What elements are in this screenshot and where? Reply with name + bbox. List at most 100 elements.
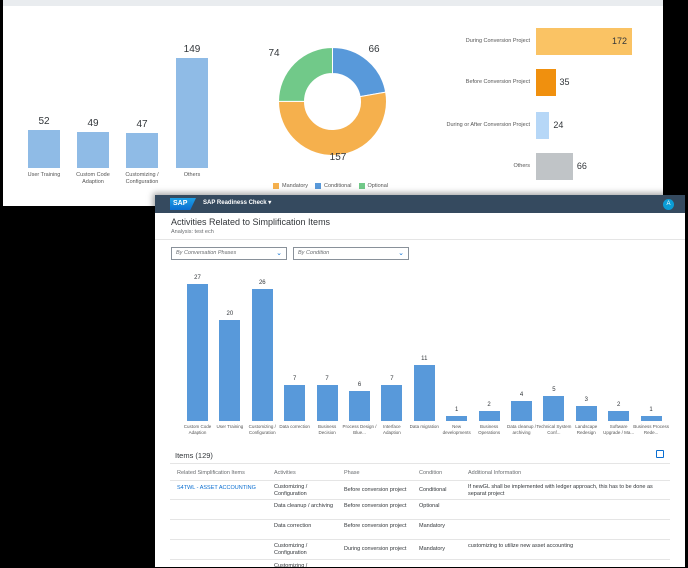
hbar	[536, 28, 632, 55]
table-divider	[170, 480, 670, 481]
table-cell-phase: Before conversion project	[344, 487, 407, 493]
hbar-value-label: 66	[576, 160, 587, 171]
table-cell-condition: Optional	[419, 503, 440, 509]
hbar-category-label: Before Conversion Project	[465, 78, 530, 85]
chart-bar[interactable]	[575, 405, 597, 421]
hbar-category-label: During or After Conversion Project	[446, 121, 530, 128]
page-subtitle: Analysis: test ech	[171, 229, 214, 235]
chart-value-label: 6	[357, 381, 362, 388]
chart-value-label: 27	[194, 275, 201, 281]
chart-category-label: Landscape Redesign	[575, 424, 598, 435]
bar-value-label: 52	[38, 115, 50, 127]
chart-bar[interactable]	[543, 395, 565, 421]
chart-category-label: Technical System Conf...	[536, 424, 572, 435]
hbar	[536, 69, 556, 96]
hbar	[536, 153, 573, 180]
table-cell-condition: Conditional	[419, 487, 447, 493]
table-cell-activity: Customizing /	[274, 563, 308, 567]
header-divider	[155, 239, 685, 240]
chart-bar[interactable]	[478, 410, 500, 421]
legend-swatch-optional	[358, 183, 365, 189]
chart-value-label: 5	[552, 386, 556, 393]
background-dashboard-panel: 74 66 157 Mandatory Conditional Optional…	[3, 0, 663, 206]
chart-category-label: Custom Code Adaption	[183, 424, 212, 435]
col-header-info[interactable]: Additional Information	[468, 470, 522, 476]
chart-value-label: 7	[293, 376, 297, 383]
bar-value-label: 47	[136, 119, 148, 131]
condition-filter-select[interactable]: By Condition ⌄	[293, 247, 409, 260]
hbar-category-label: Others	[513, 162, 530, 169]
panel-header-strip	[3, 0, 663, 6]
bar	[28, 129, 60, 168]
activities-window: SAP SAP Readiness Check ▾ A Activities R…	[155, 195, 685, 567]
table-divider	[170, 499, 670, 500]
col-header-item[interactable]: Related Simplification Items	[177, 470, 245, 476]
donut-label-optional: 74	[268, 48, 280, 59]
chart-category-label: Customizing / Configuration	[248, 424, 276, 435]
chart-category-label: Business Decision	[317, 424, 337, 435]
chart-bar[interactable]	[284, 385, 306, 421]
chart-category-label: Process Design / Blue...	[342, 424, 377, 435]
chart-category-label: Data correction	[279, 424, 310, 429]
phase-filter-value: By Conversation Phases	[176, 250, 237, 256]
legend-mandatory: Mandatory	[282, 183, 308, 189]
condition-filter-value: By Condition	[298, 250, 330, 256]
col-header-phase[interactable]: Phase	[344, 470, 360, 476]
donut-label-mandatory: 157	[329, 152, 347, 163]
bar-category-label: Customizing / Configuration	[125, 172, 159, 185]
donut-slice-mandatory	[277, 91, 387, 156]
shell-bar	[155, 195, 685, 213]
col-header-condition[interactable]: Condition	[419, 470, 443, 476]
bar	[77, 131, 109, 168]
chart-value-label: 3	[584, 396, 588, 403]
chevron-down-icon: ⌄	[398, 250, 404, 257]
bar-category-label: Custom Code Adaption	[76, 172, 110, 185]
chart-bar[interactable]	[251, 289, 273, 421]
chart-value-label: 7	[325, 376, 329, 383]
chart-value-label: 11	[421, 356, 428, 363]
hbar	[536, 112, 550, 139]
legend-swatch-mandatory	[273, 183, 279, 189]
app-title-menu[interactable]: SAP Readiness Check ▾	[203, 200, 272, 206]
chevron-down-icon: ⌄	[276, 250, 282, 257]
table-cell-activity: Data correction	[274, 523, 312, 529]
export-icon[interactable]	[656, 450, 664, 458]
chart-value-label: 2	[617, 401, 621, 408]
table-divider	[170, 519, 670, 520]
donut-label-conditional: 66	[368, 44, 380, 55]
donut-legend: Mandatory Conditional Optional	[273, 183, 388, 189]
chart-category-label: User Training	[216, 424, 244, 429]
bar-value-label: 49	[87, 117, 99, 129]
chart-bar[interactable]	[349, 390, 370, 421]
table-cell-phase: Before conversion project	[344, 523, 407, 529]
hbar-value-label: 172	[612, 35, 628, 46]
chart-category-label: Business Process Rede...	[633, 424, 669, 435]
chart-bar[interactable]	[446, 415, 468, 421]
col-header-activities[interactable]: Activities	[274, 470, 296, 476]
chart-bar[interactable]	[187, 284, 208, 421]
chart-bar[interactable]	[219, 319, 241, 421]
chart-bar[interactable]	[381, 385, 403, 421]
chart-bar[interactable]	[413, 365, 435, 421]
chart-bar[interactable]	[316, 385, 338, 421]
user-avatar[interactable]: A	[663, 199, 674, 210]
simplification-item-link[interactable]: S4TWL - ASSET ACCOUNTING	[177, 485, 256, 491]
legend-swatch-conditional	[315, 183, 321, 189]
donut-slice-optional	[277, 46, 333, 102]
chart-value-label: 4	[519, 391, 524, 398]
chart-bar[interactable]	[608, 410, 630, 421]
chart-value-label: 26	[258, 280, 266, 287]
phase-filter-select[interactable]: By Conversation Phases ⌄	[171, 247, 287, 260]
chart-bar[interactable]	[640, 415, 662, 421]
chart-value-label: 2	[487, 401, 491, 408]
items-table-title: Items (129)	[175, 451, 213, 460]
bar-category-label: User Training	[27, 172, 61, 178]
hbar-category-label: During Conversion Project	[465, 37, 530, 44]
table-divider	[170, 463, 670, 464]
table-cell-condition: Mandatory	[419, 523, 445, 529]
sap-logo[interactable]: SAP	[170, 198, 196, 210]
chart-category-label: Data cleanup / archiving	[506, 424, 537, 435]
chart-bar[interactable]	[511, 400, 532, 421]
condition-donut-chart	[277, 46, 387, 156]
table-cell-activity: Customizing / Configuration	[274, 543, 308, 556]
